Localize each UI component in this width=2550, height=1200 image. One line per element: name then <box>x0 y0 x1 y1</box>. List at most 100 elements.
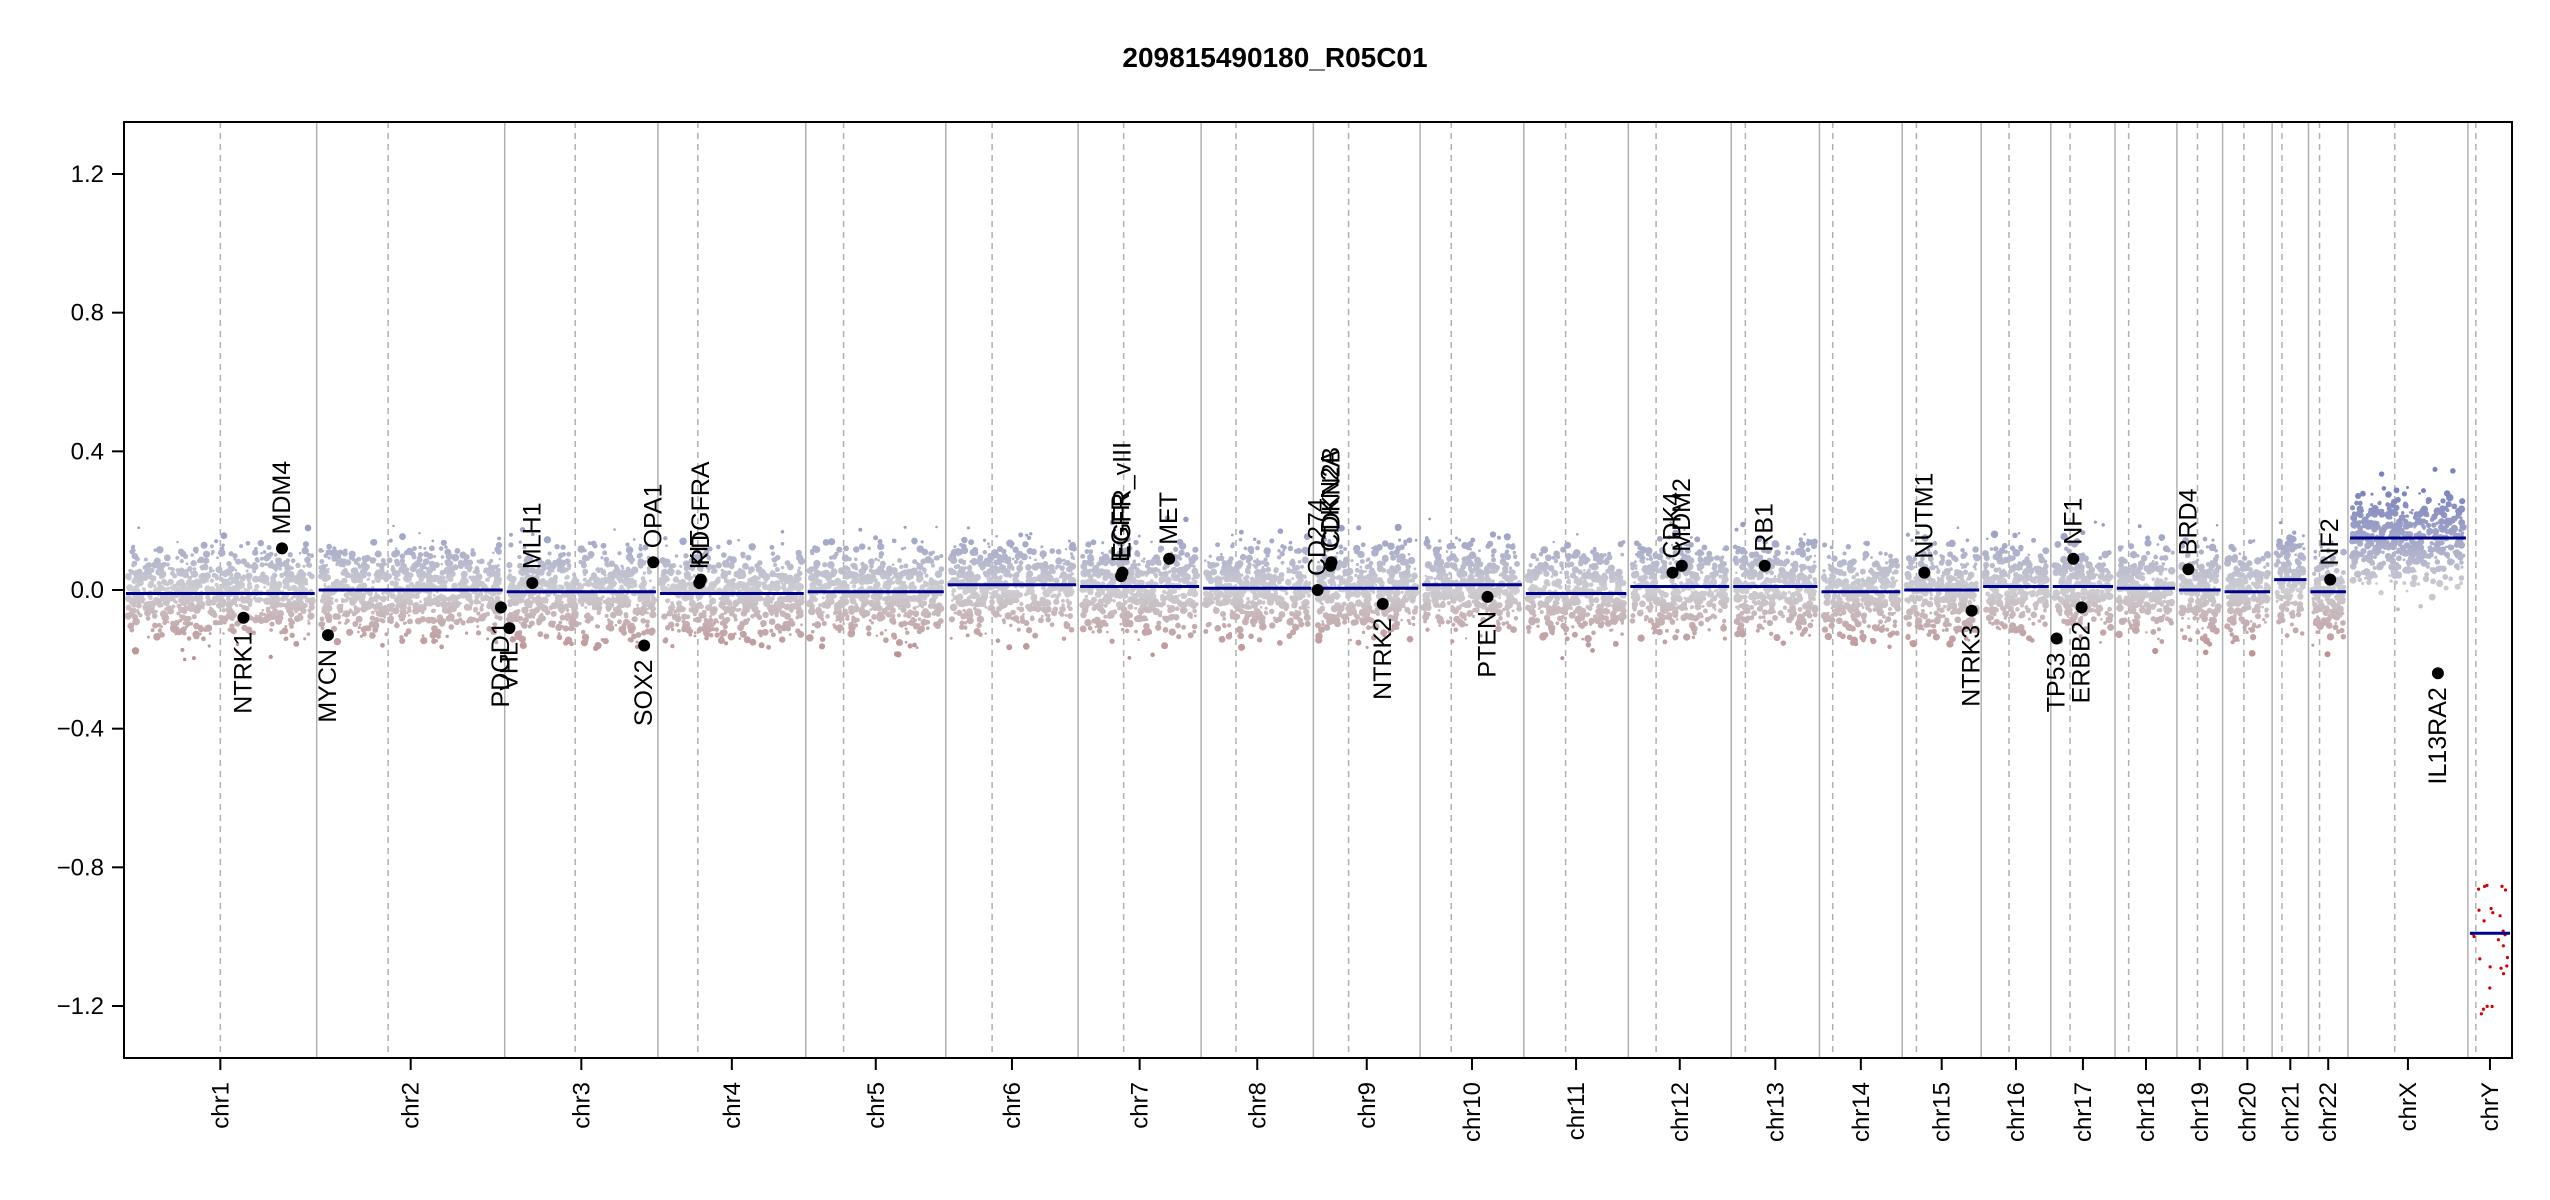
probe-point <box>889 617 896 624</box>
probe-point <box>796 554 804 562</box>
probe-point <box>201 603 206 607</box>
probe-point <box>375 599 379 603</box>
probe-point <box>1279 576 1285 582</box>
probe-point <box>888 606 892 610</box>
probe-point <box>902 598 910 607</box>
probe-point <box>708 595 712 598</box>
probe-point <box>904 611 908 616</box>
probe-point <box>156 601 163 608</box>
probe-point <box>1226 601 1230 605</box>
probe-point <box>739 568 743 572</box>
probe-point <box>486 626 493 632</box>
probe-point <box>679 564 683 568</box>
probe-point <box>175 555 180 560</box>
probe-point <box>1084 594 1089 599</box>
probe-point <box>699 614 704 619</box>
probe-point <box>1031 563 1040 571</box>
probe-point <box>641 560 646 565</box>
probe-point <box>291 600 296 605</box>
probe-point <box>903 525 907 529</box>
probe-point <box>727 632 736 641</box>
probe-point <box>688 632 693 637</box>
probe-point <box>1155 624 1162 631</box>
probe-point <box>1230 533 1234 537</box>
probe-point <box>474 565 480 572</box>
probe-point <box>629 637 634 643</box>
probe-point <box>953 545 957 549</box>
probe-point <box>220 532 228 540</box>
probe-point <box>762 574 770 581</box>
probe-point <box>1014 591 1022 599</box>
probe-point <box>361 582 368 589</box>
probe-point <box>1104 574 1108 578</box>
probe-point <box>295 601 301 607</box>
probe-point <box>419 600 422 604</box>
probe-point <box>1248 605 1252 610</box>
probe-point <box>216 556 219 560</box>
probe-point <box>464 631 469 635</box>
probe-point <box>1046 600 1052 606</box>
probe-point <box>675 622 680 627</box>
probe-point <box>1120 627 1125 632</box>
probe-point <box>259 562 265 568</box>
probe-point <box>1252 537 1257 542</box>
probe-point <box>296 576 302 581</box>
probe-point <box>245 569 249 573</box>
probe-point <box>1234 573 1237 576</box>
probe-point <box>721 570 728 578</box>
probe-point <box>1243 546 1248 551</box>
probe-point <box>1193 614 1197 618</box>
probe-point <box>1238 643 1246 651</box>
probe-point <box>939 553 944 559</box>
probe-point <box>1136 614 1144 623</box>
probe-point <box>920 610 927 617</box>
probe-point <box>392 607 400 615</box>
probe-point <box>440 555 445 559</box>
probe-point <box>704 635 709 641</box>
probe-point <box>1022 541 1029 548</box>
probe-point <box>988 567 995 574</box>
probe-point <box>912 642 917 648</box>
probe-point <box>596 624 601 629</box>
probe-point <box>462 578 469 585</box>
probe-point <box>203 575 207 579</box>
probe-point <box>570 600 578 609</box>
probe-point <box>907 621 911 626</box>
probe-point <box>931 550 935 555</box>
probe-point <box>208 566 213 571</box>
probe-point <box>342 610 351 618</box>
probe-point <box>973 550 979 556</box>
probe-point <box>1055 557 1063 565</box>
probe-point <box>506 562 513 569</box>
probe-point <box>327 556 331 560</box>
probe-point <box>1026 591 1030 594</box>
probe-point <box>578 621 582 625</box>
probe-point <box>1081 606 1089 614</box>
probe-point <box>383 562 388 566</box>
probe-point <box>979 566 984 571</box>
probe-point <box>403 570 411 578</box>
probe-point <box>621 586 625 590</box>
probe-point <box>687 594 694 601</box>
probe-point <box>1178 570 1182 575</box>
probe-point <box>613 528 616 531</box>
probe-point <box>450 554 456 560</box>
probe-point <box>949 636 953 640</box>
probe-point <box>1127 603 1134 610</box>
probe-point <box>1217 595 1221 599</box>
probe-point <box>365 625 372 632</box>
probe-point <box>806 634 814 642</box>
probe-point <box>127 622 135 630</box>
probe-point <box>160 594 168 602</box>
probe-point <box>1109 576 1116 583</box>
probe-point <box>378 596 384 602</box>
probe-point <box>507 599 513 605</box>
probe-point <box>284 625 288 628</box>
probe-point <box>174 632 178 636</box>
probe-point <box>813 563 820 569</box>
probe-point <box>473 582 476 586</box>
probe-point <box>1096 563 1100 567</box>
probe-point <box>124 573 132 581</box>
probe-point <box>1221 622 1226 627</box>
probe-point <box>587 550 595 558</box>
